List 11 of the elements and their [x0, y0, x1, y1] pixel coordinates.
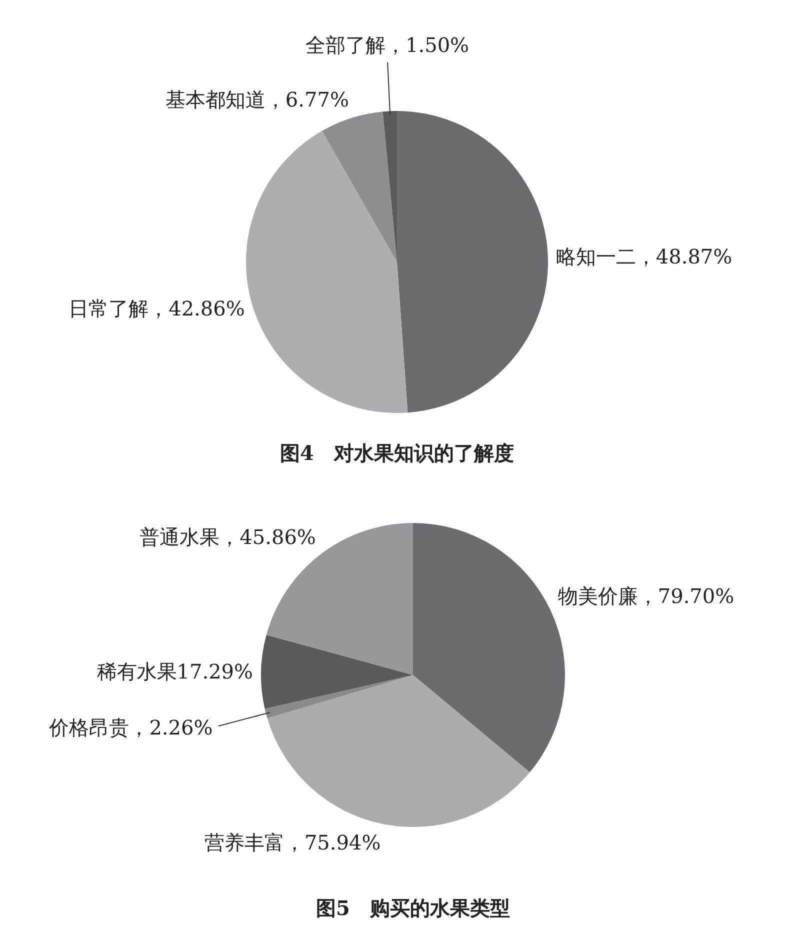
slice-label: 普通水果，45.86% — [140, 524, 316, 549]
slice-label: 日常了解，42.86% — [68, 296, 245, 320]
slice-label: 略知一二，48.87% — [556, 244, 732, 268]
slice-label: 基本都知道，6.77% — [165, 87, 349, 112]
text: 图5 购买的水果类型 — [316, 896, 510, 920]
slice-label: 稀有水果17.29% — [96, 660, 254, 684]
slice-label: 价格昂贵，2.26% — [48, 715, 213, 740]
text: 图4 对水果知识的了解度 — [280, 441, 514, 465]
slice-label: 营养丰富，75.94% — [204, 830, 381, 855]
slice-label: 全部了解，1.50% — [306, 33, 470, 58]
slice-label: 物美价廉，79.70% — [558, 584, 734, 608]
